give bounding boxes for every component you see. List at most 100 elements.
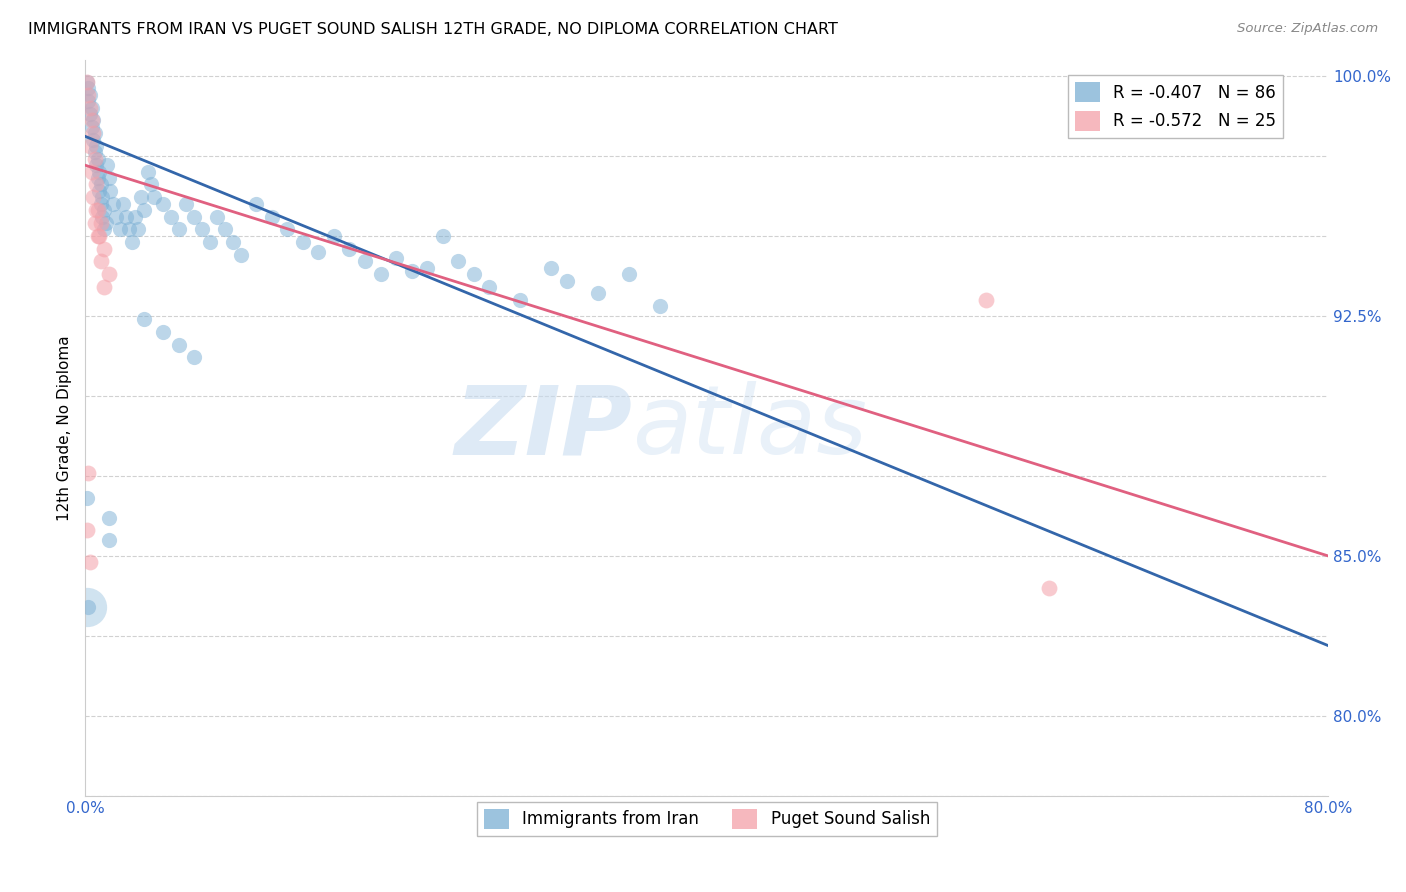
Text: atlas: atlas [633,382,868,475]
Point [97,510,120,524]
Point [97,533,120,547]
Point [555,274,578,288]
Point [76,491,98,506]
Point [152,196,174,211]
Point [89,164,111,178]
Point [82,133,104,147]
Point [1038,581,1060,595]
Point [84,203,107,218]
Point [93,280,115,294]
Point [90,196,112,211]
Point [79,101,101,115]
Point [94,216,117,230]
Point [354,254,377,268]
Point [478,280,501,294]
Point [114,210,136,224]
Point [90,178,112,192]
Text: ZIP: ZIP [454,382,633,475]
Point [105,210,128,224]
Point [167,337,190,351]
Point [79,87,101,102]
Point [98,184,121,198]
Point [77,466,100,480]
Point [84,178,107,192]
Point [159,210,181,224]
Point [84,158,107,172]
Point [76,75,98,89]
Point [142,190,165,204]
Text: Source: ZipAtlas.com: Source: ZipAtlas.com [1237,22,1378,36]
Point [82,190,104,204]
Point [121,235,143,249]
Point [76,75,98,89]
Point [83,152,105,166]
Point [650,299,672,313]
Point [87,152,110,166]
Point [124,210,146,224]
Point [183,210,205,224]
Y-axis label: 12th Grade, No Diploma: 12th Grade, No Diploma [58,335,72,521]
Point [79,555,101,569]
Point [111,196,134,211]
Point [87,203,110,218]
Point [509,293,531,307]
Point [89,184,111,198]
Point [97,171,120,186]
Point [77,87,100,102]
Point [291,235,314,249]
Point [339,242,361,256]
Legend: Immigrants from Iran, Puget Sound Salish: Immigrants from Iran, Puget Sound Salish [477,802,936,836]
Point [82,126,104,140]
Point [976,293,998,307]
Point [76,524,98,538]
Point [245,196,267,211]
Point [83,216,105,230]
Point [80,113,103,128]
Point [77,81,100,95]
Point [79,107,101,121]
Point [87,228,110,243]
Point [401,264,423,278]
Point [134,203,156,218]
Point [385,251,408,265]
Point [129,190,152,204]
Point [416,260,439,275]
Point [1007,837,1029,851]
Point [183,351,205,365]
Point [214,222,236,236]
Point [191,222,214,236]
Point [93,222,115,236]
Point [80,120,103,134]
Point [90,254,112,268]
Point [260,210,283,224]
Point [229,248,252,262]
Point [432,228,454,243]
Point [87,171,110,186]
Point [152,325,174,339]
Point [77,600,100,615]
Point [370,267,392,281]
Point [176,196,198,211]
Point [84,139,107,153]
Point [91,190,114,204]
Point [1099,805,1122,819]
Point [80,101,103,115]
Point [83,126,105,140]
Point [91,210,114,224]
Point [447,254,470,268]
Point [540,260,562,275]
Point [198,235,221,249]
Point [323,228,346,243]
Point [276,222,298,236]
Point [80,164,103,178]
Point [76,600,98,615]
Point [83,145,105,160]
Point [93,242,115,256]
Point [103,196,125,211]
Point [118,222,141,236]
Point [586,286,609,301]
Point [108,222,131,236]
Point [167,222,190,236]
Point [97,267,120,281]
Point [307,244,329,259]
